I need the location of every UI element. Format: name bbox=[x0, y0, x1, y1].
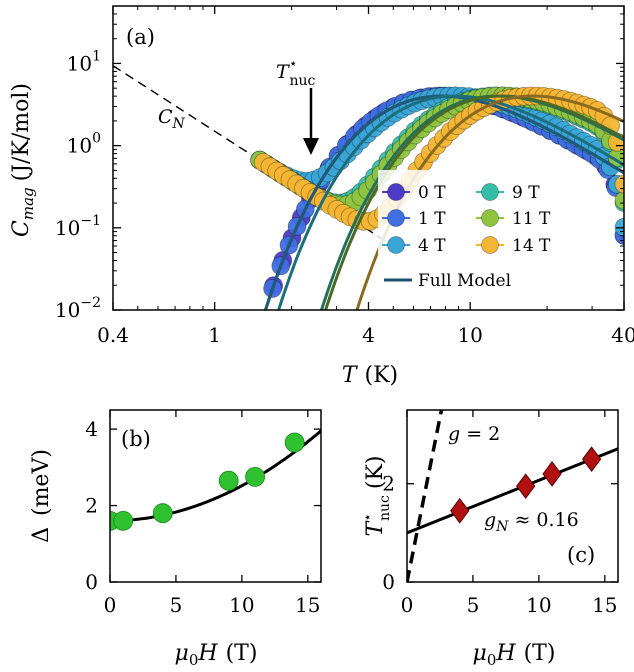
x-tick-label: 1 bbox=[208, 323, 221, 347]
tnuc-data-point bbox=[582, 446, 602, 472]
x-tick-label: 10 bbox=[229, 593, 254, 617]
panel-b-xlabel: μ0H (T) bbox=[175, 641, 258, 669]
legend-marker bbox=[387, 236, 405, 254]
gap-data-point bbox=[113, 510, 134, 531]
y-tick-label: 2 bbox=[85, 494, 98, 518]
y-tick-label: 10−2 bbox=[55, 295, 101, 322]
x-tick-label: 10 bbox=[457, 323, 482, 347]
x-tick-label: 4 bbox=[362, 323, 375, 347]
svg-text:T⋆nuc: T⋆ nuc bbox=[276, 56, 315, 89]
y-tick-label: 0 bbox=[382, 570, 395, 594]
gap-data-point bbox=[284, 432, 305, 453]
gn-label: gN ≈ 0.16 bbox=[484, 509, 579, 535]
tnuc-annotation: T⋆ nuc bbox=[276, 56, 319, 155]
x-tick-label: 15 bbox=[592, 593, 617, 617]
panel-b-gap: 0 5 10 15 0 2 4 (b) Δ (meV) μ0H (T) bbox=[29, 409, 322, 669]
panel-c-tnuc: 0 5 10 15 0 2 (c) T⋆nuc(K) μ0H (T) g = 2 gN ≈ … bbox=[360, 409, 619, 669]
y-tick-label: 4 bbox=[85, 417, 98, 441]
panel-b-axes: 0 5 10 15 0 2 4 bbox=[85, 410, 321, 617]
gap-data-point bbox=[245, 466, 265, 487]
data-point bbox=[614, 190, 624, 210]
x-tick-label: 5 bbox=[170, 593, 183, 617]
tnuc-data-point bbox=[516, 473, 536, 500]
panel-a-ylabel: Cmag(J/K/mol) bbox=[9, 83, 37, 237]
legend-entry-label: 14 T bbox=[512, 236, 551, 256]
legend-marker bbox=[481, 209, 499, 227]
panel-b-frame bbox=[109, 409, 322, 583]
panel-a-heat-capacity: 0.4 1 4 10 40 10−2 10−1 100 101 (a) Cmag(J/K/mol… bbox=[9, 5, 634, 388]
legend-model-label: Full Model bbox=[418, 271, 511, 291]
model-line-1T bbox=[263, 94, 624, 310]
tnuc-data-point bbox=[450, 497, 470, 524]
y-tick-label: 0 bbox=[85, 570, 98, 594]
legend-entry-label: 11 T bbox=[512, 209, 551, 229]
panel-b-label: (b) bbox=[121, 427, 151, 451]
legend-marker bbox=[387, 183, 405, 201]
panel-a-xlabel: T (K) bbox=[342, 363, 398, 388]
panel-a-plot-area bbox=[113, 65, 624, 310]
panel-c-ylabel: T⋆nuc(K) bbox=[360, 456, 393, 537]
g2-dashed-line bbox=[407, 410, 444, 582]
legend-entry-label: 1 T bbox=[418, 209, 446, 229]
panel-c-frame bbox=[406, 409, 619, 583]
x-tick-label: 0 bbox=[104, 593, 117, 617]
panel-a-label: (a) bbox=[126, 25, 155, 49]
y-tick-label: 10−1 bbox=[55, 213, 101, 240]
gap-fit-line bbox=[110, 429, 321, 523]
legend-entry-label: 9 T bbox=[512, 183, 540, 203]
tnuc-data-point bbox=[542, 461, 562, 487]
panel-b-ylabel: Δ (meV) bbox=[29, 449, 54, 543]
legend-marker bbox=[481, 236, 499, 254]
panel-c-plot-area bbox=[407, 410, 618, 582]
gn-fit-line bbox=[407, 447, 618, 535]
legend-marker bbox=[481, 183, 499, 201]
gap-data-point bbox=[218, 470, 239, 491]
x-tick-label: 0 bbox=[401, 593, 414, 617]
x-tick-label: 5 bbox=[467, 593, 480, 617]
x-tick-label: 40 bbox=[611, 323, 634, 347]
legend-marker bbox=[387, 209, 405, 227]
model-line-11T bbox=[324, 94, 624, 310]
legend-entry-label: 0 T bbox=[418, 183, 446, 203]
x-tick-label: 10 bbox=[526, 593, 551, 617]
gap-data-point bbox=[152, 503, 173, 524]
x-tick-label: 0.4 bbox=[97, 323, 129, 347]
panel-c-label: (c) bbox=[567, 543, 595, 567]
x-tick-label: 15 bbox=[295, 593, 320, 617]
legend-entry-label: 4 T bbox=[418, 236, 446, 256]
y-tick-label: 101 bbox=[67, 48, 101, 75]
y-tick-label: 2 bbox=[382, 472, 395, 496]
model-line-14T bbox=[355, 94, 624, 310]
y-tick-label: 100 bbox=[67, 131, 101, 158]
panel-b-plot-area bbox=[110, 429, 321, 531]
panel-c-axes: 0 5 10 15 0 2 bbox=[382, 410, 618, 617]
g2-label: g = 2 bbox=[448, 423, 500, 445]
panel-c-xlabel: μ0H (T) bbox=[473, 641, 556, 669]
model-line-4T bbox=[277, 94, 624, 310]
